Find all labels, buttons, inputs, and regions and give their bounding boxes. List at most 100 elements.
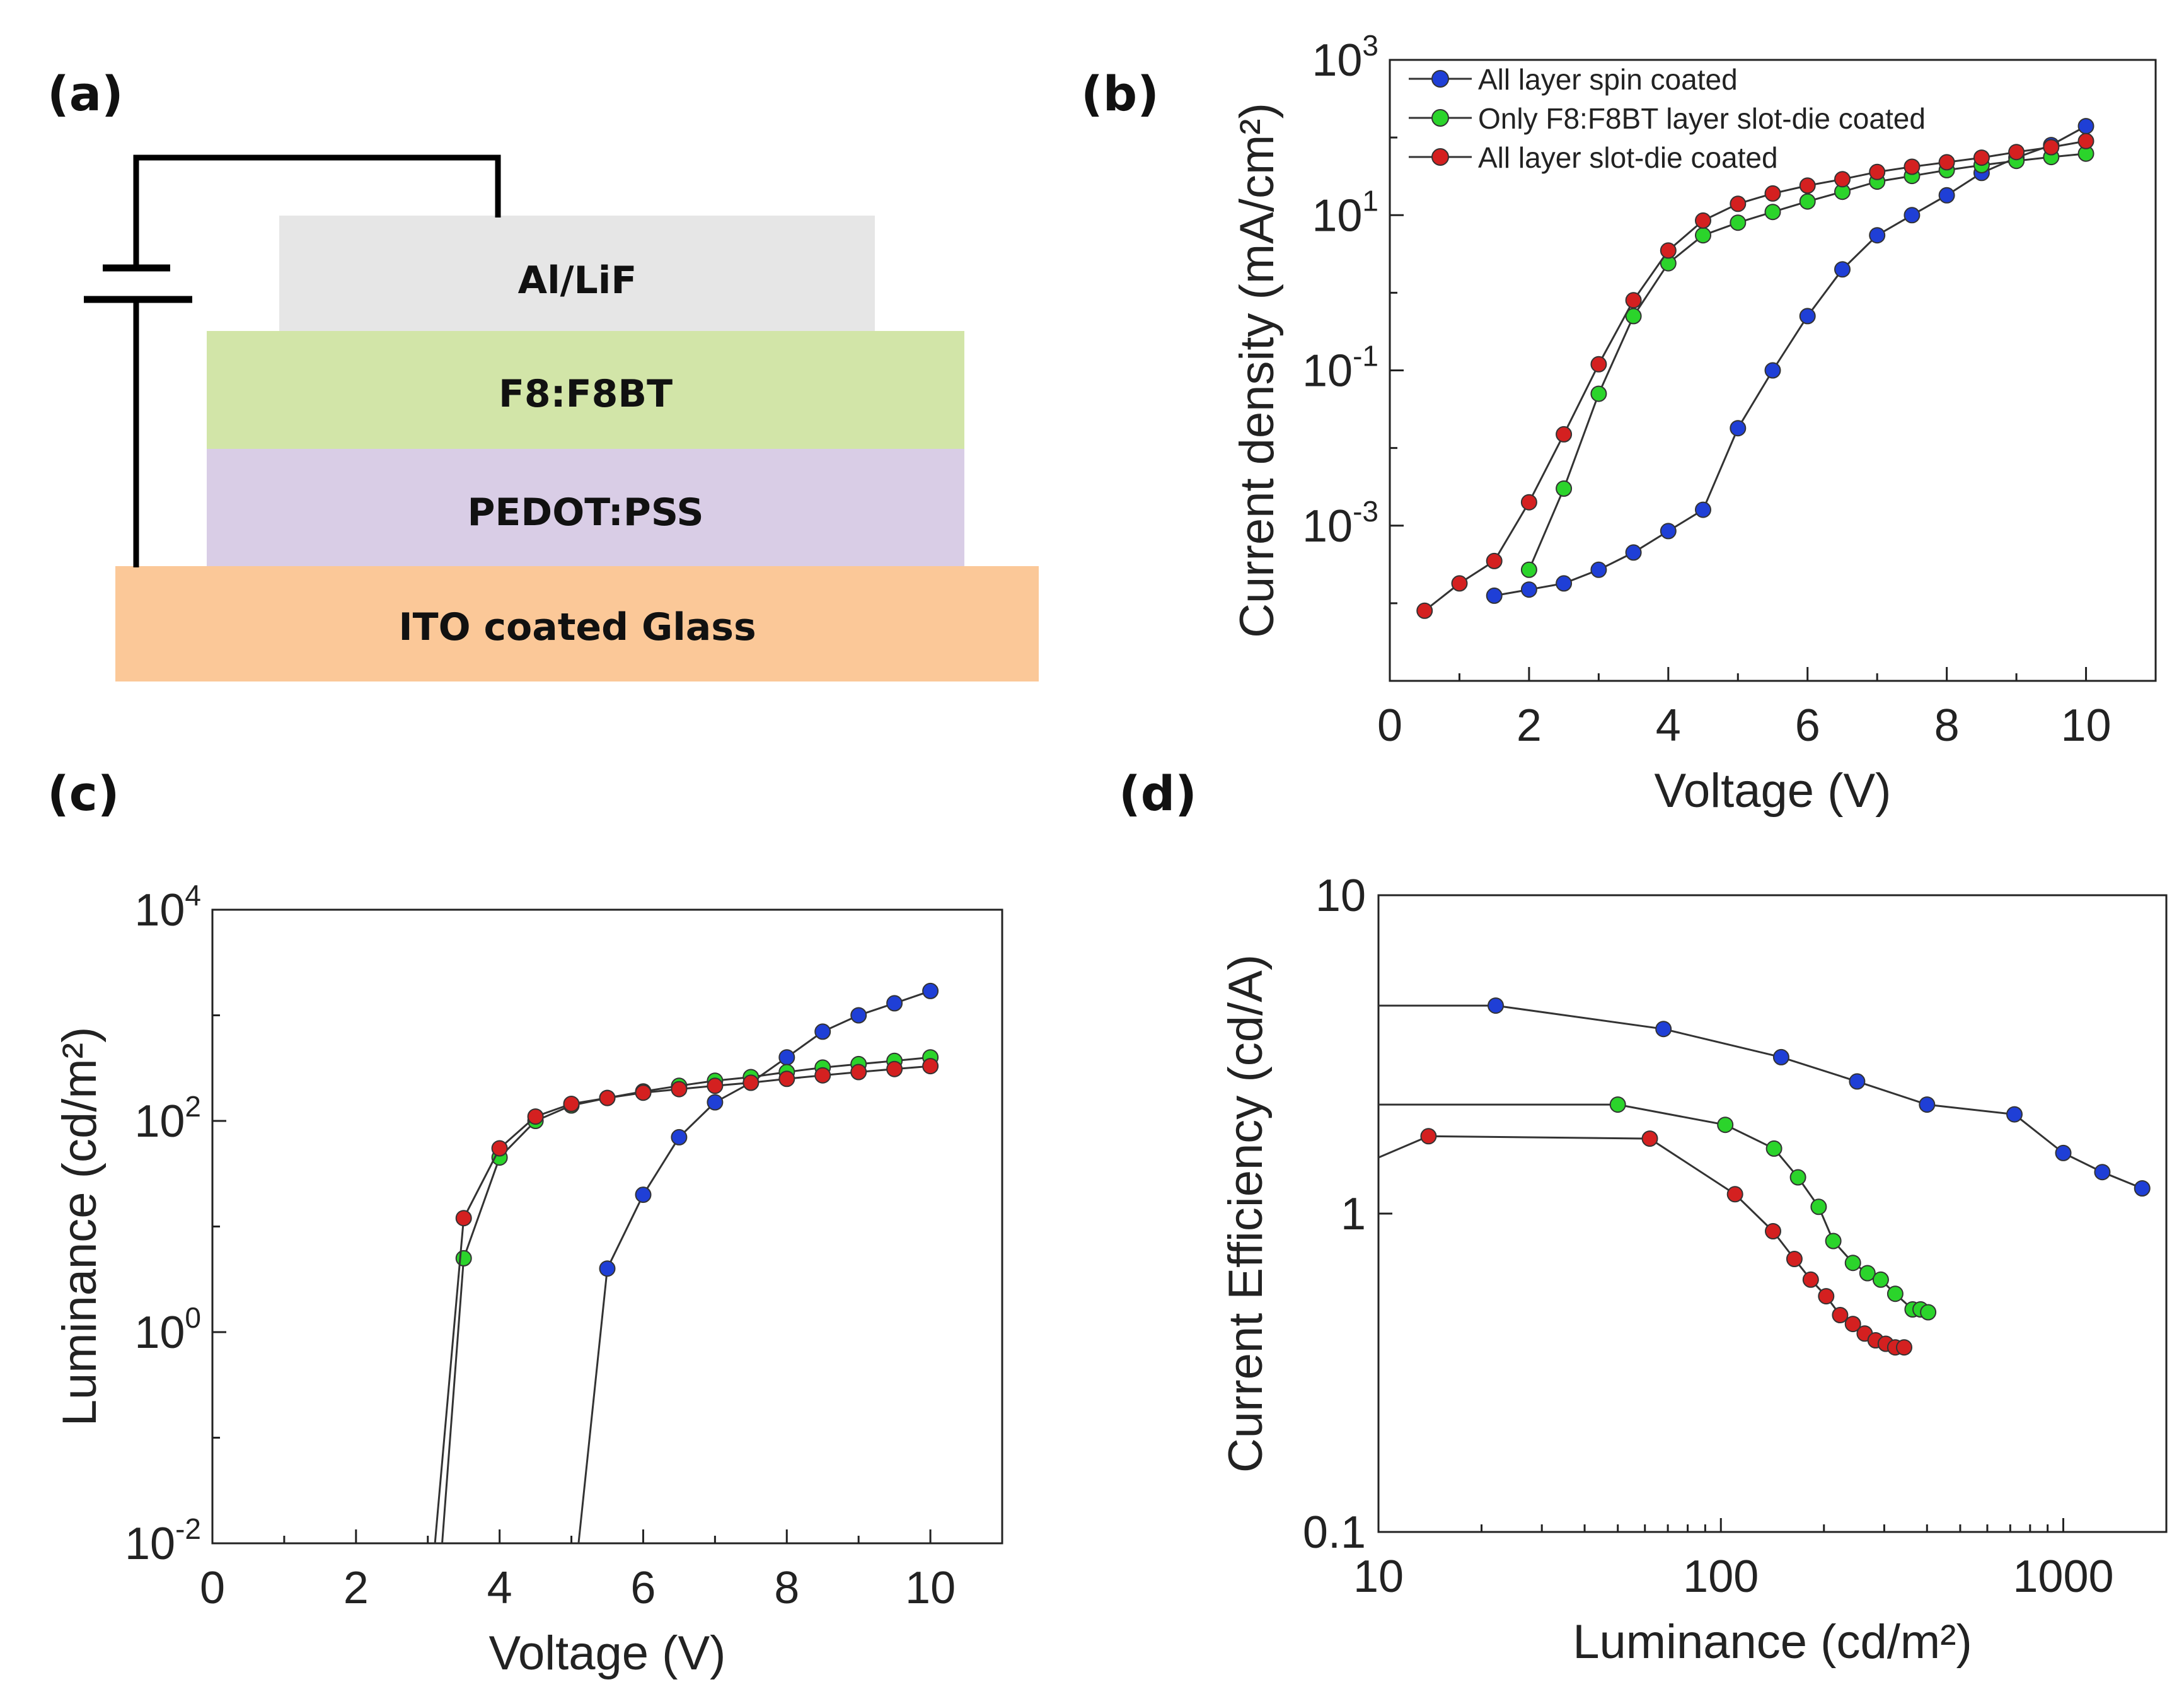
data-point <box>1556 575 1573 592</box>
data-point <box>1695 227 1711 244</box>
data-point <box>922 982 939 999</box>
data-point <box>1765 1140 1782 1157</box>
layer-label-pedot-pss: PEDOT:PSS <box>467 490 703 535</box>
layer-ito-glass <box>115 566 1039 682</box>
data-point <box>2077 132 2094 149</box>
data-point <box>1717 1116 1734 1134</box>
data-point <box>2055 1144 2072 1161</box>
x-tick-label: 4 <box>487 1563 512 1613</box>
data-point <box>1844 1255 1861 1272</box>
data-point <box>563 1096 580 1112</box>
layer-label-f8-f8bt: F8:F8BT <box>499 372 673 416</box>
plot-frame <box>211 908 1003 1545</box>
y-tick-label: 103 <box>1312 29 1378 86</box>
data-point <box>1486 587 1503 604</box>
data-point <box>1609 1096 1626 1113</box>
data-point <box>1655 1021 1672 1038</box>
series-line-2 <box>1424 140 2086 612</box>
series-line-0 <box>1494 125 2087 597</box>
data-point <box>1625 544 1642 561</box>
data-point <box>1799 308 1816 325</box>
data-point <box>2134 1180 2151 1197</box>
layer-pedot-pss <box>207 449 964 566</box>
data-point <box>527 1108 544 1125</box>
data-point <box>671 1128 688 1146</box>
data-point <box>1520 561 1537 578</box>
y-tick-label: 101 <box>1312 184 1378 241</box>
data-point <box>707 1094 724 1111</box>
legend-label-f8-slot: Only F8:F8BT layer slot-die coated <box>1478 102 1926 135</box>
data-point <box>1641 1130 1658 1147</box>
data-point <box>1896 1339 1912 1356</box>
data-point <box>1420 1128 1437 1145</box>
data-point <box>886 1060 903 1077</box>
y-tick-label: 102 <box>134 1090 201 1147</box>
layer-f8-f8bt <box>207 331 964 449</box>
data-point <box>850 1064 867 1081</box>
x-tick-label: 6 <box>630 1563 656 1613</box>
data-point <box>1451 575 1468 592</box>
data-point <box>1520 581 1537 598</box>
data-point <box>599 1089 616 1106</box>
data-point <box>1416 602 1433 619</box>
x-tick-label: 0 <box>200 1563 225 1613</box>
data-point <box>707 1077 724 1094</box>
data-point <box>491 1140 508 1157</box>
data-point <box>1849 1073 1866 1090</box>
y-tick-label: 100 <box>134 1301 201 1358</box>
x-tick-label: 4 <box>1656 700 1681 751</box>
y-tick-label: 10-1 <box>1302 340 1378 397</box>
device-stack-diagram: (a) Al/LiF F8:F8BT PEDOT:PSS ITO coated … <box>47 66 1039 682</box>
y-tick-label: 0.1 <box>1303 1507 1366 1558</box>
data-point <box>1556 426 1573 443</box>
data-point <box>1799 177 1816 194</box>
chart-luminance: 0 2 4 6 8 10 10-2 100 102 104 Voltage (V) Luminance… <box>53 879 1003 1680</box>
data-point <box>599 1260 616 1277</box>
x-tick-label: 2 <box>344 1563 369 1613</box>
y-tick-label: 104 <box>134 879 201 936</box>
data-point <box>1810 1198 1827 1215</box>
data-point <box>2008 144 2025 161</box>
panel-label-d: (d) <box>1119 765 1197 821</box>
data-point <box>455 1250 472 1267</box>
series-line-0 <box>1378 1004 2143 1190</box>
data-point <box>1730 195 1747 212</box>
data-point <box>1818 1288 1835 1305</box>
data-point <box>455 1210 472 1227</box>
data-point <box>1886 1285 1904 1302</box>
data-point <box>1590 356 1607 373</box>
data-point <box>1488 997 1504 1014</box>
data-point <box>1872 1271 1889 1288</box>
x-tick-label: 2 <box>1517 700 1542 751</box>
y-axis-title: Luminance (cd/m²) <box>53 1027 107 1427</box>
data-point <box>1973 149 1990 166</box>
data-point <box>814 1067 831 1084</box>
data-point <box>1765 1223 1781 1239</box>
data-point <box>1764 185 1781 202</box>
data-point <box>1590 561 1607 578</box>
panel-label-b: (b) <box>1081 66 1159 122</box>
data-point <box>1844 1316 1861 1333</box>
data-point <box>1938 154 1955 171</box>
data-point <box>671 1081 688 1098</box>
data-point <box>1869 227 1886 244</box>
data-point <box>1590 385 1607 402</box>
data-point <box>1764 204 1781 221</box>
x-axis-title: Luminance (cd/m²) <box>1573 1615 1972 1669</box>
data-point <box>1772 1048 1789 1065</box>
data-point <box>1859 1265 1876 1282</box>
data-point <box>1695 501 1711 518</box>
data-point <box>1869 163 1886 180</box>
x-tick-label: 100 <box>1683 1552 1759 1602</box>
plot-frame <box>1377 894 2168 1533</box>
data-point <box>635 1186 652 1204</box>
panel-label-a: (a) <box>47 66 124 122</box>
data-point <box>1556 480 1573 497</box>
panel-label-c: (c) <box>47 765 120 821</box>
data-point <box>2006 1106 2023 1123</box>
data-point <box>1919 1096 1936 1113</box>
legend: All layer spin coated Only F8:F8BT layer… <box>1409 63 1926 174</box>
data-point <box>1802 1271 1819 1288</box>
legend-marker-f8-slot <box>1431 109 1449 127</box>
